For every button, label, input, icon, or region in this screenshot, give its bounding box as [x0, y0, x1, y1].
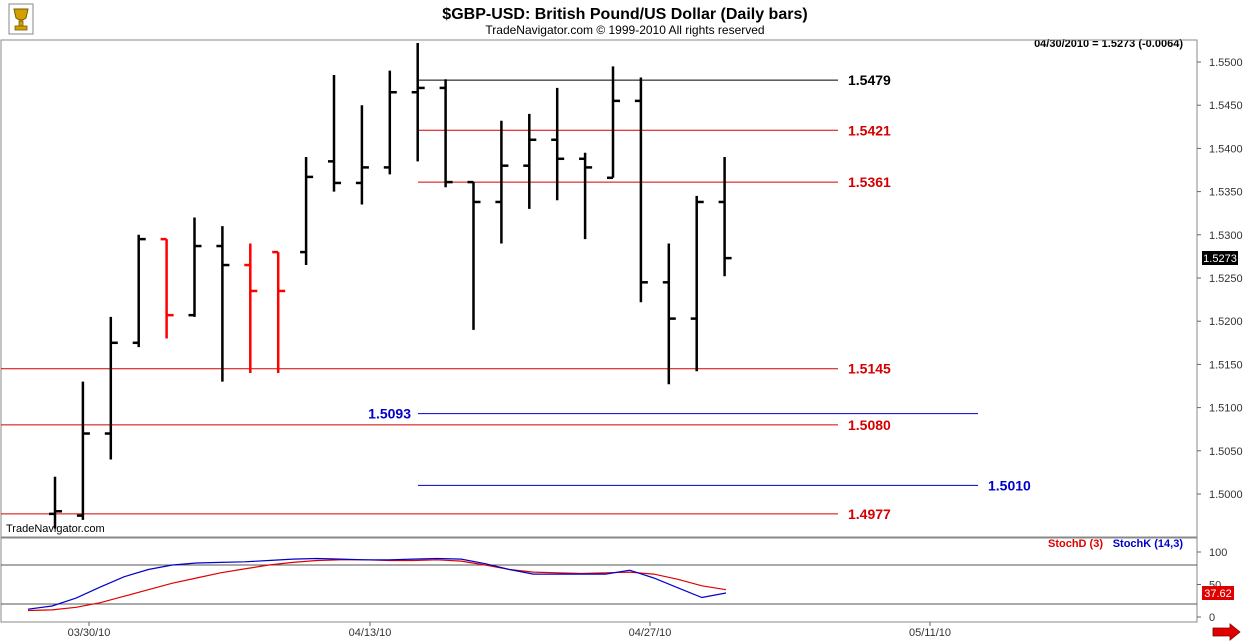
price-bar — [216, 226, 230, 382]
price-bar — [467, 180, 481, 330]
chart-title: $GBP-USD: British Pound/US Dollar (Daily… — [442, 6, 807, 23]
price-bar — [272, 250, 286, 374]
date-x-axis: 03/30/10 04/13/10 04/27/10 05/11/10 — [68, 622, 951, 639]
level-line: 1.5080 — [1, 417, 891, 433]
level-line: 1.5093 — [368, 406, 978, 422]
last-price-info: 04/30/2010 = 1.5273 (-0.0064) — [1034, 38, 1183, 50]
x-tick-label: 03/30/10 — [68, 627, 111, 639]
level-label: 1.5479 — [848, 72, 891, 88]
stoch-panel-frame — [0, 537, 1198, 623]
y-tick-label: 1.5450 — [1209, 100, 1243, 112]
level-label: 1.5010 — [988, 477, 1031, 493]
level-lines: 1.5479 1.5421 1.5361 1.5145 1.5093 1.5080 1.50… — [1, 72, 1031, 522]
price-bar — [607, 66, 620, 180]
y-tick-label: 1.5150 — [1209, 359, 1243, 371]
level-line: 1.4977 — [1, 506, 891, 522]
price-bar — [328, 74, 341, 192]
level-label: 1.5421 — [848, 122, 891, 138]
chart-subtitle: TradeNavigator.com © 1999-2010 All right… — [485, 23, 764, 37]
price-bar — [132, 234, 146, 348]
price-bar — [355, 105, 369, 205]
level-label: 1.5145 — [848, 361, 891, 377]
y-tick-label: 1.5000 — [1209, 489, 1243, 501]
level-line: 1.5421 — [418, 122, 891, 138]
y-tick-label: 1.5500 — [1209, 57, 1243, 69]
stoch-value-badge — [1202, 586, 1234, 600]
price-bar — [244, 243, 258, 374]
price-bar — [495, 120, 509, 244]
last-price-badge-label: 1.5273 — [1203, 253, 1237, 265]
level-label: 1.5361 — [848, 174, 891, 190]
price-bar — [662, 243, 676, 385]
y-tick-label: 1.5200 — [1209, 316, 1243, 328]
price-bar — [383, 70, 397, 175]
level-line: 1.5145 — [1, 361, 891, 377]
price-y-axis: 1.5500 1.5450 1.5400 1.5350 1.5300 1.5250 1.52… — [1197, 57, 1243, 501]
price-bar — [411, 42, 425, 162]
price-bar — [718, 157, 732, 277]
y-tick-label: 1.5050 — [1209, 446, 1243, 458]
price-bars — [49, 42, 732, 529]
price-bar — [160, 237, 174, 339]
price-bar — [300, 157, 314, 266]
price-bar — [76, 381, 90, 520]
price-bar — [634, 77, 648, 303]
x-tick-label: 05/11/10 — [909, 627, 951, 639]
stochk-line — [27, 557, 727, 610]
legend-stochk: StochK (14,3) — [1113, 538, 1184, 550]
y-tick-label: 1.5300 — [1209, 230, 1243, 242]
price-bar — [188, 217, 202, 317]
price-bar — [523, 113, 537, 209]
level-label: 1.5093 — [368, 406, 411, 422]
stoch-value-badge-label: 37.62 — [1204, 588, 1232, 600]
y-tick-label: 1.5100 — [1209, 403, 1243, 415]
trophy-icon — [8, 3, 34, 35]
y-tick-label: 1.5400 — [1209, 143, 1243, 155]
y-tick-label: 1.5350 — [1209, 187, 1243, 199]
stochd-line — [27, 559, 727, 612]
y-tick-label: 1.5250 — [1209, 273, 1243, 285]
level-line: 1.5010 — [418, 477, 1031, 493]
price-bar — [439, 79, 453, 188]
price-bar — [49, 476, 62, 529]
x-tick-label: 04/13/10 — [349, 627, 392, 639]
price-bar — [579, 152, 593, 240]
price-bar — [690, 195, 704, 372]
level-line: 1.5479 — [418, 72, 891, 88]
x-tick-label: 04/27/10 — [629, 627, 672, 639]
price-bar — [104, 316, 118, 460]
level-line: 1.5361 — [418, 174, 891, 190]
scroll-right-arrow-icon[interactable] — [1212, 623, 1241, 641]
level-label: 1.4977 — [848, 506, 891, 522]
watermark-text: TradeNavigator.com — [6, 523, 105, 535]
price-bar — [551, 87, 565, 201]
price-panel-frame — [0, 39, 1198, 538]
stoch-y-tick-label: 0 — [1209, 612, 1215, 624]
level-label: 1.5080 — [848, 417, 891, 433]
stoch-y-tick-label: 100 — [1209, 547, 1227, 559]
legend-stochd: StochD (3) — [1048, 538, 1103, 550]
last-price-badge — [1202, 251, 1238, 265]
